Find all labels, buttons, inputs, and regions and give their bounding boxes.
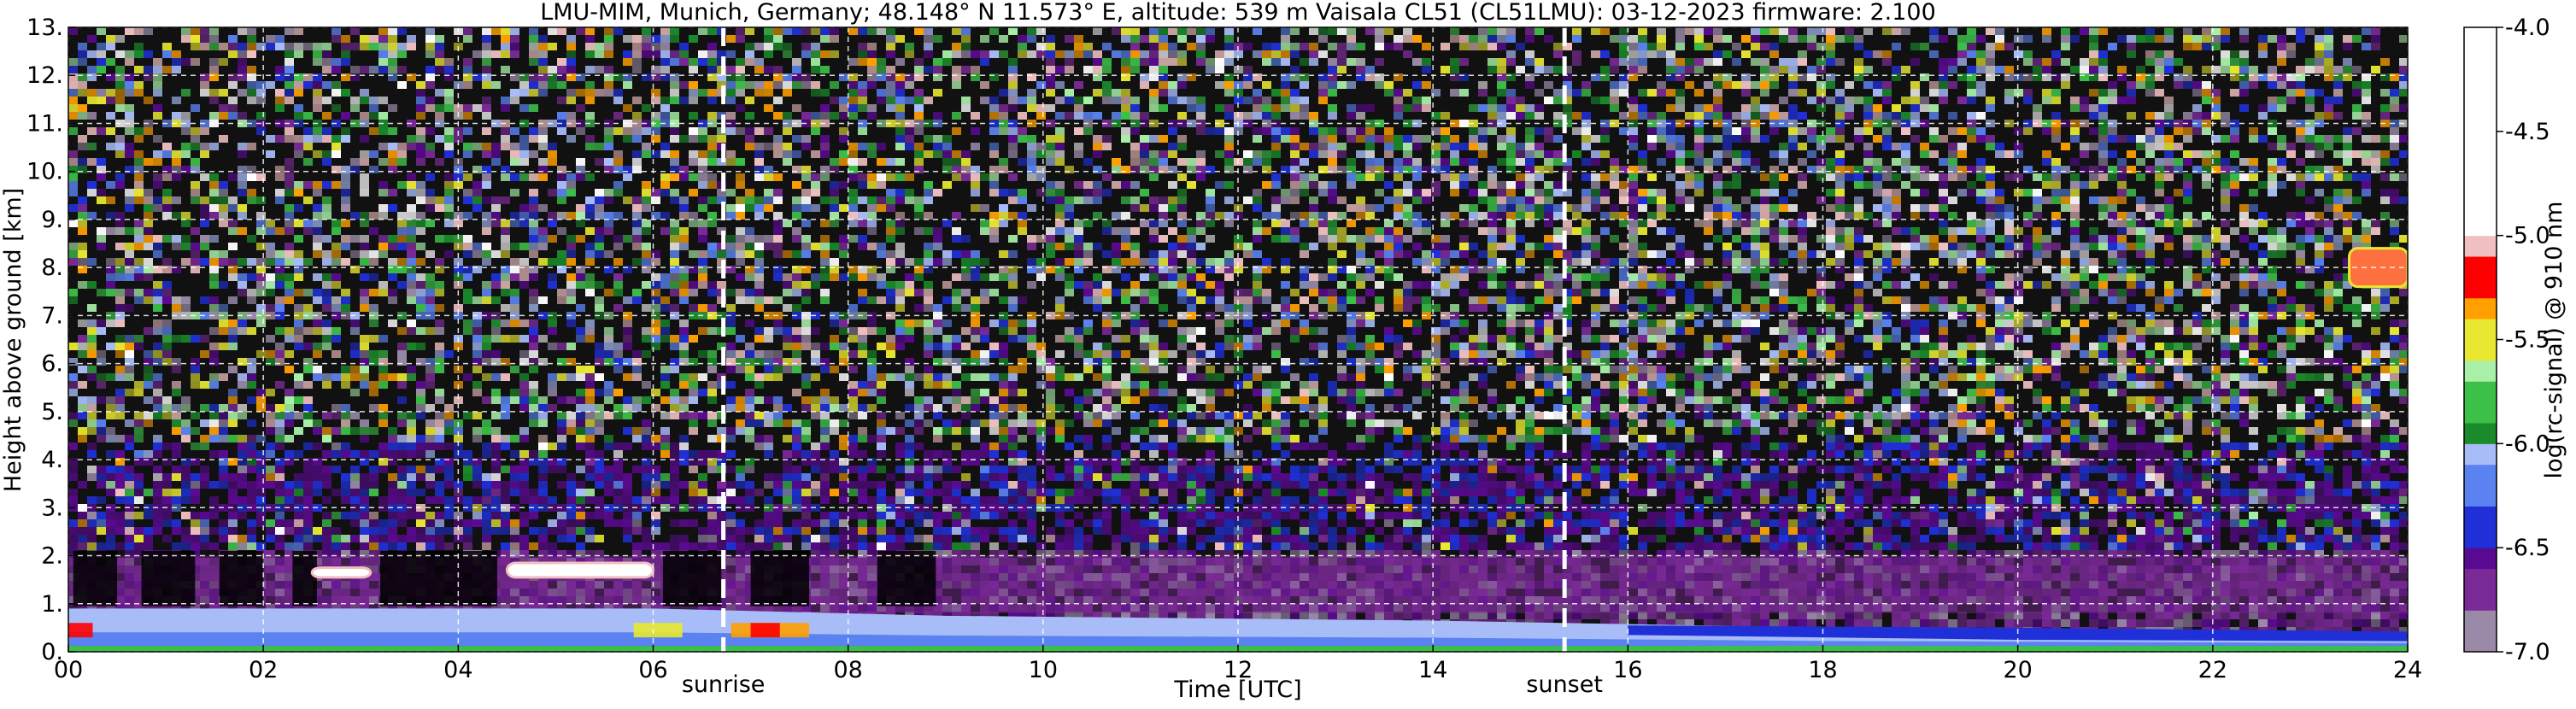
colorbar-band <box>2464 360 2497 382</box>
colorbar-band <box>2464 485 2497 507</box>
cloud-0 <box>312 568 370 577</box>
colorbar-tick-label: -6.5 <box>2505 535 2550 561</box>
colorbar-band <box>2464 443 2497 465</box>
y-tick-label: 0. <box>41 639 63 665</box>
colorbar: -4.0-4.5-5.0-5.5-6.0-6.5-7.0 <box>2464 15 2550 665</box>
colorbar-band <box>2464 256 2497 278</box>
y-tick-label: 8. <box>41 255 63 281</box>
y-tick-label: 11. <box>26 110 63 137</box>
plot-area <box>68 27 2409 658</box>
x-tick-label: 10 <box>1029 657 1058 683</box>
signal-gap <box>877 551 936 606</box>
colorbar-band <box>2464 69 2497 91</box>
x-tick-label: 16 <box>1613 657 1642 683</box>
x-axis-label: Time [UTC] <box>1173 677 1301 703</box>
colorbar-band <box>2464 277 2497 298</box>
y-tick-label: 10. <box>26 159 63 185</box>
y-tick-label: 5. <box>41 399 63 425</box>
colorbar-band <box>2464 548 2497 569</box>
colorbar-tick-label: -4.5 <box>2505 119 2550 145</box>
cloud-1 <box>507 563 653 577</box>
colorbar-band <box>2464 48 2497 69</box>
colorbar-band <box>2464 214 2497 236</box>
y-tick-label: 6. <box>41 351 63 378</box>
x-tick-label: 14 <box>1418 657 1447 683</box>
colorbar-band <box>2464 402 2497 424</box>
signal-gap <box>663 551 721 606</box>
colorbar-band <box>2464 27 2497 49</box>
x-tick-label: 02 <box>249 657 278 683</box>
colorbar-band <box>2464 631 2497 653</box>
y-tick-label: 3. <box>41 495 63 521</box>
cloud-2 <box>2350 249 2408 287</box>
y-tick-label: 4. <box>41 447 63 473</box>
colorbar-band <box>2464 152 2497 173</box>
x-tick-label: 06 <box>638 657 667 683</box>
colorbar-band <box>2464 132 2497 153</box>
colorbar-band <box>2464 506 2497 527</box>
signal-gap <box>751 551 809 606</box>
signal-gap <box>380 551 497 606</box>
colorbar-band <box>2464 319 2497 340</box>
colorbar-band <box>2464 110 2497 132</box>
colorbar-tick-label: -4.0 <box>2505 15 2550 41</box>
colorbar-band <box>2464 569 2497 590</box>
x-tick-label: 08 <box>833 657 862 683</box>
y-tick-label: 7. <box>41 302 63 329</box>
y-tick-label: 1. <box>41 591 63 618</box>
colorbar-band <box>2464 465 2497 486</box>
signal-gap <box>220 551 263 606</box>
x-tick-label: 24 <box>2393 657 2422 683</box>
y-tick-label: 13. <box>26 15 63 41</box>
signal-gap <box>142 551 196 606</box>
aerosol-patch <box>634 623 683 637</box>
chart-title: LMU-MIM, Munich, Germany; 48.148° N 11.5… <box>540 0 1936 26</box>
marker-label-sunset: sunset <box>1526 671 1603 698</box>
colorbar-band <box>2464 298 2497 319</box>
x-tick-label: 18 <box>1808 657 1837 683</box>
colorbar-band <box>2464 340 2497 361</box>
colorbar-band <box>2464 589 2497 611</box>
y-axis-label: Height above ground [km] <box>0 188 26 492</box>
y-tick-label: 9. <box>41 207 63 233</box>
x-tick-label: 04 <box>443 657 472 683</box>
signal-gap <box>292 551 317 606</box>
aerosol-patch <box>68 623 93 637</box>
x-tick-label: 20 <box>2003 657 2032 683</box>
colorbar-band <box>2464 173 2497 195</box>
y-tick-label: 2. <box>41 543 63 570</box>
aerosol-patch <box>751 623 780 637</box>
colorbar-band <box>2464 423 2497 444</box>
signal-gap <box>73 551 117 606</box>
colorbar-band <box>2464 236 2497 257</box>
colorbar-band <box>2464 527 2497 548</box>
x-tick-label: 22 <box>2198 657 2227 683</box>
colorbar-band <box>2464 381 2497 402</box>
colorbar-band <box>2464 194 2497 215</box>
colorbar-band <box>2464 90 2497 111</box>
colorbar-label: log(rc-signal) @ 910 nm <box>2541 202 2567 479</box>
colorbar-tick-label: -7.0 <box>2505 639 2550 665</box>
y-tick-label: 12. <box>26 62 63 89</box>
sun-marker-labels: sunrise sunset <box>682 671 1603 698</box>
marker-label-sunrise: sunrise <box>682 671 766 698</box>
colorbar-band <box>2464 610 2497 631</box>
